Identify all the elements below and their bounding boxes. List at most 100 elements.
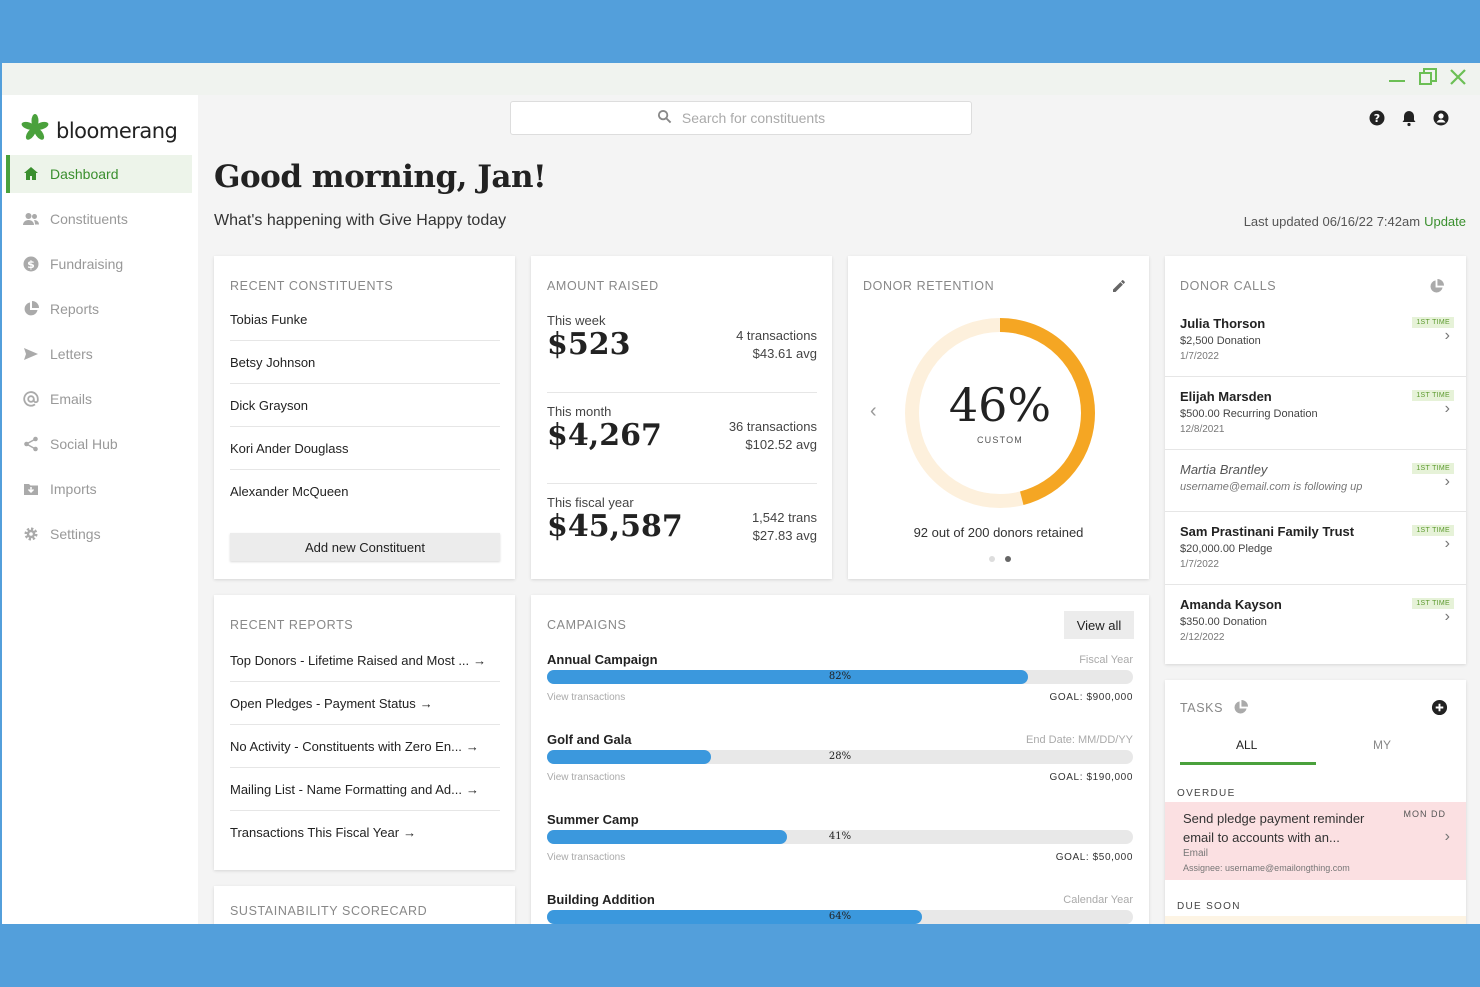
donor-date: 1/7/2022	[1180, 351, 1219, 362]
report-link[interactable]: Mailing List - Name Formatting and Ad...…	[230, 768, 500, 811]
chevron-right-icon[interactable]: ›	[1444, 608, 1450, 625]
sidebar-item-constituents[interactable]: Constituents	[6, 200, 192, 238]
chevron-right-icon[interactable]: ›	[1444, 327, 1450, 344]
edit-icon[interactable]	[1111, 278, 1127, 294]
card-title: DONOR CALLS	[1180, 279, 1277, 293]
donor-description: $500.00 Recurring Donation	[1180, 408, 1318, 420]
update-link[interactable]: Update	[1424, 214, 1466, 229]
card-title: CAMPAIGNS	[547, 618, 627, 632]
chevron-right-icon[interactable]: ›	[1444, 828, 1450, 845]
chevron-right-icon[interactable]: ›	[1444, 473, 1450, 490]
donor-call-item[interactable]: Amanda Kayson $350.00 Donation 2/12/2022…	[1165, 585, 1466, 658]
chevron-right-icon[interactable]: ›	[1444, 535, 1450, 552]
brand-name: bloomerang	[56, 118, 178, 143]
due-soon-section	[1165, 916, 1466, 924]
pie-chart-icon[interactable]	[1429, 279, 1444, 294]
list-item[interactable]: Kori Ander Douglass	[230, 427, 500, 470]
tab-all[interactable]: ALL	[1236, 738, 1258, 752]
card-title: SUSTAINABILITY SCORECARD	[230, 904, 428, 918]
campaign-name: Golf and Gala	[547, 732, 632, 747]
sidebar-item-settings[interactable]: Settings	[6, 515, 192, 553]
bell-icon[interactable]	[1400, 109, 1418, 127]
view-transactions-link[interactable]: View transactions	[547, 692, 626, 703]
sidebar-item-dashboard[interactable]: Dashboard	[6, 155, 192, 193]
app-window: bloomerang Dashboard Constituents $ Fund…	[2, 63, 1480, 924]
report-link[interactable]: No Activity - Constituents with Zero En.…	[230, 725, 500, 768]
sidebar-item-emails[interactable]: Emails	[6, 380, 192, 418]
donor-call-item[interactable]: Julia Thorson $2,500 Donation 1/7/2022 1…	[1165, 304, 1466, 377]
restore-icon[interactable]	[1416, 67, 1440, 91]
report-link[interactable]: Open Pledges - Payment Status →	[230, 682, 500, 725]
account-icon[interactable]	[1432, 109, 1450, 127]
sidebar-item-social-hub[interactable]: Social Hub	[6, 425, 192, 463]
list-item[interactable]: Dick Grayson	[230, 384, 500, 427]
report-link[interactable]: Top Donors - Lifetime Raised and Most ..…	[230, 639, 500, 682]
close-icon[interactable]	[1446, 67, 1470, 91]
campaign-progress-fill	[547, 670, 1028, 684]
view-all-button[interactable]: View all	[1064, 611, 1134, 639]
campaign-progress-label: 82%	[828, 671, 852, 682]
list-item[interactable]: Betsy Johnson	[230, 341, 500, 384]
carousel-dot[interactable]	[989, 556, 995, 562]
report-label: Transactions This Fiscal Year	[230, 825, 400, 840]
sidebar-item-label: Imports	[50, 481, 97, 497]
view-transactions-link[interactable]: View transactions	[547, 772, 626, 783]
pie-chart-icon[interactable]	[1233, 700, 1248, 715]
amount-value: $523	[547, 327, 631, 362]
amount-value: $45,587	[547, 509, 683, 544]
chevron-right-icon[interactable]: ›	[1444, 400, 1450, 417]
arrow-right-icon: →	[419, 695, 433, 711]
amount-row-week: This week $523 4 transactions $43.61 avg	[547, 313, 817, 393]
at-icon	[22, 390, 40, 408]
brand-logo[interactable]: bloomerang	[20, 113, 178, 148]
add-task-icon[interactable]	[1431, 699, 1448, 716]
retention-sublabel: CUSTOM	[976, 435, 1024, 445]
main-content: Search for constituents ? Good morning, …	[198, 95, 1480, 924]
carousel-dot-active[interactable]	[1005, 556, 1011, 562]
sidebar-item-letters[interactable]: Letters	[6, 335, 192, 373]
transaction-count: 4 transactions	[736, 328, 817, 343]
card-title: AMOUNT RAISED	[547, 279, 659, 293]
first-time-badge: 1ST TIME	[1412, 390, 1454, 401]
donor-call-item[interactable]: Sam Prastinani Family Trust $20,000.00 P…	[1165, 512, 1466, 585]
last-updated-text: Last updated 06/16/22 7:42am	[1243, 214, 1421, 229]
sidebar-item-fundraising[interactable]: $ Fundraising	[6, 245, 192, 283]
donor-date: 1/7/2022	[1180, 559, 1219, 570]
help-icon[interactable]: ?	[1368, 109, 1386, 127]
campaign-progress-bar: 28%	[547, 750, 1133, 764]
amount-label: This week	[547, 313, 606, 328]
list-item[interactable]: Alexander McQueen	[230, 484, 349, 499]
share-icon	[22, 435, 40, 453]
sidebar-item-imports[interactable]: Imports	[6, 470, 192, 508]
sidebar-item-label: Emails	[50, 391, 93, 407]
minimize-icon[interactable]	[1385, 67, 1409, 91]
recent-reports-card: RECENT REPORTS Top Donors - Lifetime Rai…	[214, 595, 515, 870]
campaign-period: End Date: MM/DD/YY	[1026, 734, 1133, 746]
sidebar-item-reports[interactable]: Reports	[6, 290, 192, 328]
sidebar-item-label: Social Hub	[50, 436, 118, 452]
list-item[interactable]: Tobias Funke	[230, 298, 500, 341]
amount-meta: 36 transactions $102.52 avg	[729, 418, 817, 454]
donor-description: $20,000.00 Pledge	[1180, 543, 1273, 555]
prev-icon[interactable]: ‹	[870, 400, 877, 422]
active-tab-indicator	[1180, 762, 1316, 765]
campaign-progress-fill	[547, 910, 923, 924]
report-label: Mailing List - Name Formatting and Ad...	[230, 781, 462, 797]
campaign-goal: GOAL: $900,000	[1049, 692, 1133, 703]
import-icon	[22, 480, 40, 498]
retention-summary: 92 out of 200 donors retained	[913, 525, 1084, 540]
card-title: RECENT CONSTITUENTS	[230, 279, 394, 293]
donor-call-item[interactable]: Martia Brantley username@email.com is fo…	[1165, 450, 1466, 512]
search-input[interactable]: Search for constituents	[510, 101, 972, 135]
donor-call-item[interactable]: Elijah Marsden $500.00 Recurring Donatio…	[1165, 377, 1466, 450]
sidebar: bloomerang Dashboard Constituents $ Fund…	[2, 95, 198, 924]
report-link[interactable]: Transactions This Fiscal Year →	[230, 811, 500, 854]
amount-row-fiscal-year: This fiscal year $45,587 1,542 trans $27…	[547, 495, 817, 575]
donor-description: $350.00 Donation	[1180, 616, 1267, 628]
tab-my[interactable]: MY	[1373, 738, 1391, 752]
overdue-task-item[interactable]: Send pledge payment reminder email to ac…	[1165, 802, 1466, 880]
people-icon	[22, 210, 40, 228]
view-transactions-link[interactable]: View transactions	[547, 852, 626, 863]
donor-description: username@email.com is following up	[1180, 481, 1363, 493]
add-constituent-button[interactable]: Add new Constituent	[230, 533, 500, 561]
